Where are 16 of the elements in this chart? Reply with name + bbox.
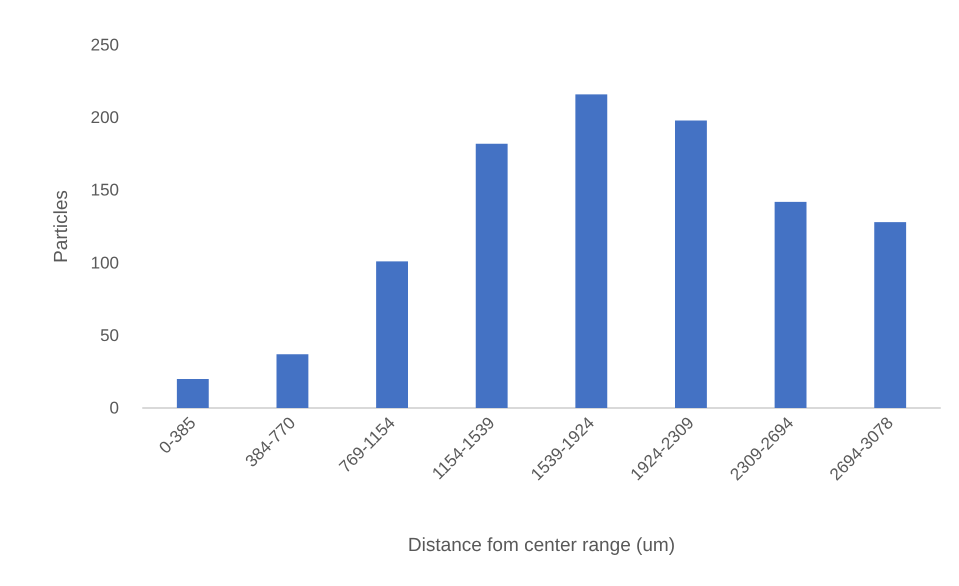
bar xyxy=(675,120,707,408)
bar xyxy=(774,202,807,408)
y-tick-label: 200 xyxy=(90,108,119,128)
x-axis-title: Distance fom center range (um) xyxy=(408,535,676,556)
y-tick-label: 150 xyxy=(90,180,119,200)
bar xyxy=(874,222,906,408)
bar xyxy=(376,261,408,408)
y-tick-label: 250 xyxy=(90,36,119,54)
y-axis-title: Particles xyxy=(51,190,72,263)
y-tick-label: 50 xyxy=(100,326,119,345)
bar xyxy=(575,94,608,408)
bar xyxy=(176,378,209,408)
bar xyxy=(276,354,308,408)
y-tick-label: 100 xyxy=(90,253,119,272)
bar xyxy=(476,144,508,408)
y-tick-label: 0 xyxy=(110,398,119,418)
